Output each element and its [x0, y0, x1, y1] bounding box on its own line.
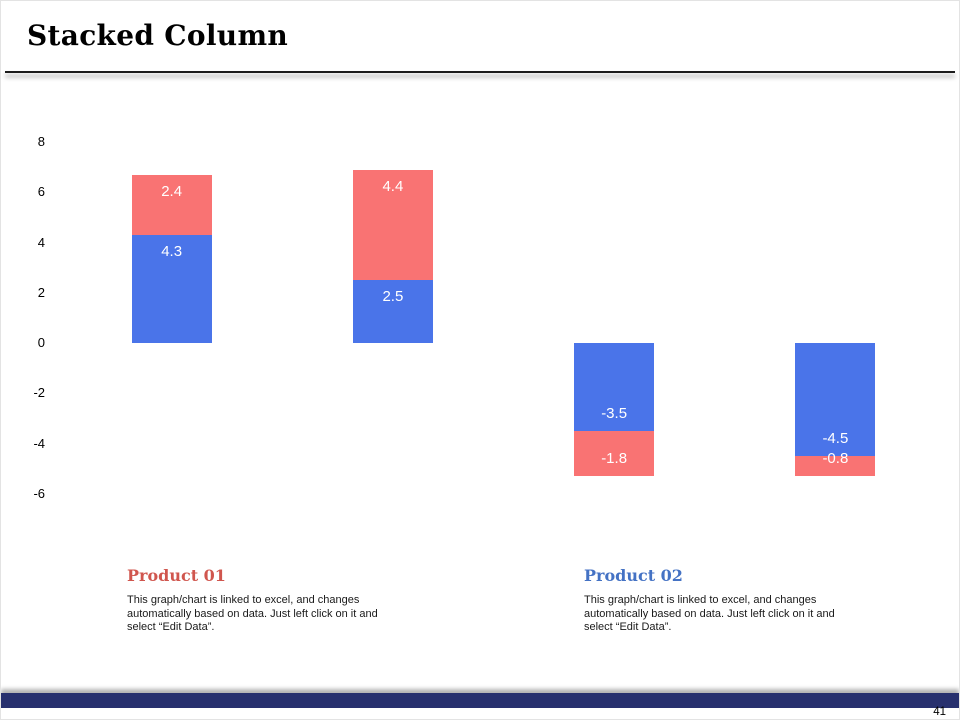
product-01-body: This graph/chart is linked to excel, and… — [127, 594, 378, 633]
y-axis: 8 6 4 2 0 -2 -4 -6 — [1, 131, 959, 526]
bar-segment[interactable]: 2.5 — [352, 280, 433, 344]
bar-segment[interactable]: -1.8 — [574, 431, 655, 477]
y-axis-tick-label: -2 — [33, 385, 45, 401]
bar-data-label: 2.4 — [161, 182, 183, 200]
bar-segment[interactable]: -0.8 — [795, 450, 876, 477]
product-01-caption: Product 01 This graph/chart is linked to… — [127, 566, 379, 635]
bar-data-label: 4.4 — [382, 177, 404, 195]
slide-title: Stacked Column — [27, 19, 289, 52]
plot-area: 4.3 2.4 2.5 4.4 -3.5 -1.8 -4.5 -0.8 — [1, 131, 959, 526]
bar-segment[interactable]: -3.5 — [574, 343, 655, 432]
bar-data-label: -0.8 — [822, 450, 849, 468]
bar-data-label: -4.5 — [822, 430, 849, 448]
y-axis-tick-label: -6 — [33, 485, 45, 501]
product-01-title: Product 01 — [127, 566, 226, 585]
product-02-body: This graph/chart is linked to excel, and… — [584, 594, 835, 633]
stacked-column-chart[interactable]: 8 6 4 2 0 -2 -4 -6 4.3 2.4 2.5 4.4 -3.5 -1.8 -4.5 -0.8 — [1, 131, 959, 526]
bar-data-label: 4.3 — [161, 243, 183, 261]
bar-segment[interactable]: 2.4 — [131, 174, 212, 235]
y-axis-tick-label: 2 — [37, 284, 45, 300]
bar-data-label: -3.5 — [601, 405, 628, 423]
bar-data-label: -1.8 — [601, 450, 628, 468]
product-02-title: Product 02 — [584, 566, 683, 585]
y-axis-tick-label: 8 — [37, 134, 45, 149]
y-axis-tick-label: -4 — [33, 435, 45, 451]
y-axis-tick-label: 4 — [37, 234, 45, 250]
product-02-caption: Product 02 This graph/chart is linked to… — [584, 566, 836, 635]
page-number: 41 — [933, 706, 946, 718]
bar-segment[interactable]: 4.3 — [131, 235, 212, 344]
title-divider — [5, 71, 955, 73]
bar-data-label: 2.5 — [382, 288, 404, 306]
footer-bar — [1, 693, 959, 708]
y-axis-tick-label: 6 — [37, 184, 45, 200]
bar-segment[interactable]: -4.5 — [795, 343, 876, 457]
y-axis-tick-label: 0 — [37, 335, 45, 351]
bar-segment[interactable]: 4.4 — [352, 169, 433, 281]
